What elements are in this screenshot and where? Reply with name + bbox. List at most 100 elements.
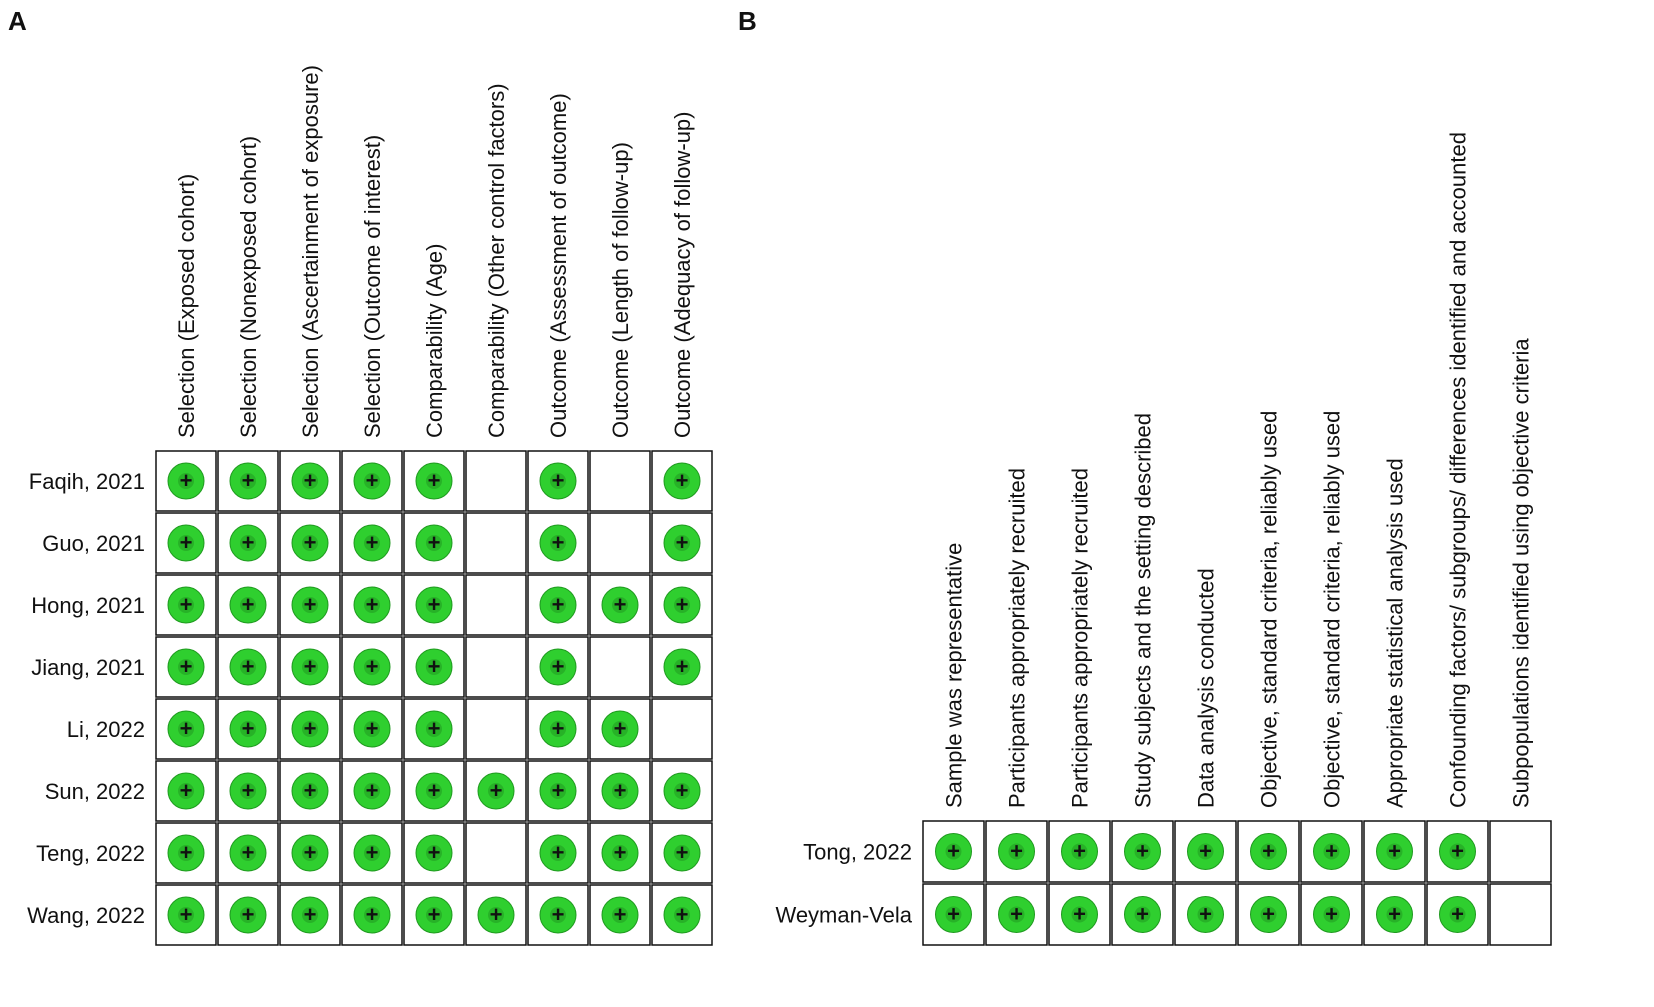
judgement-icon [1187, 833, 1224, 870]
judgement-icon-core [426, 845, 442, 861]
judgement: + [552, 592, 565, 617]
judgement-icon-core [674, 535, 690, 551]
judgement-icon-core [1449, 843, 1466, 860]
judgement-icon [1439, 896, 1476, 933]
judgement-icon-core [240, 659, 256, 675]
judgement: + [947, 838, 960, 863]
judgement: + [180, 902, 193, 927]
judgement-icon [998, 833, 1035, 870]
judgement-icon [291, 896, 329, 934]
judgement-icon [229, 648, 267, 686]
judgement: + [1262, 901, 1275, 926]
judgement: + [552, 468, 565, 493]
judgement-icon-core [178, 659, 194, 675]
judgement: + [304, 778, 317, 803]
judgement: + [552, 902, 565, 927]
judgement-icon-core [240, 907, 256, 923]
judgement-icon [167, 834, 205, 872]
judgement-icon [167, 462, 205, 500]
cell [465, 884, 527, 946]
judgement: + [676, 592, 689, 617]
judgement: + [1199, 901, 1212, 926]
judgement: + [366, 902, 379, 927]
judgement-icon [1061, 896, 1098, 933]
judgement-icon [167, 710, 205, 748]
judgement: + [180, 468, 193, 493]
judgement-icon [1250, 896, 1287, 933]
judgement-icon [353, 834, 391, 872]
judgement: + [552, 716, 565, 741]
judgement-icon [663, 772, 701, 810]
column-header: Sample was representative [942, 543, 967, 808]
judgement-icon-core [178, 535, 194, 551]
judgement: + [304, 530, 317, 555]
column-header: Subpopulations identified using objectiv… [1509, 338, 1534, 808]
judgement-icon [291, 834, 329, 872]
judgement-icon-core [178, 907, 194, 923]
panel-label: A [8, 6, 27, 36]
judgement: + [428, 778, 441, 803]
judgement: + [180, 530, 193, 555]
judgement: + [366, 840, 379, 865]
judgement-icon [415, 586, 453, 624]
judgement-icon-core [302, 659, 318, 675]
column-header: Comparability (Other control factors) [484, 83, 509, 438]
column-header: Comparability (Age) [422, 244, 447, 438]
judgement-icon-core [240, 535, 256, 551]
judgement-icon-core [240, 845, 256, 861]
judgement-icon-core [488, 783, 504, 799]
judgement-icon [415, 462, 453, 500]
judgement-icon-core [1071, 843, 1088, 860]
judgement-icon-core [945, 906, 962, 923]
judgement-icon-core [1449, 906, 1466, 923]
judgement-icon-core [550, 535, 566, 551]
judgement-icon-core [364, 473, 380, 489]
judgement: + [1388, 838, 1401, 863]
judgement: + [1073, 901, 1086, 926]
judgement-icon-core [1134, 906, 1151, 923]
judgement-icon-core [302, 783, 318, 799]
judgement: + [614, 840, 627, 865]
judgement-icon-core [674, 845, 690, 861]
judgement-icon-core [612, 907, 628, 923]
judgement-icon [291, 710, 329, 748]
judgement-icon [539, 896, 577, 934]
judgement: + [1199, 838, 1212, 863]
study-label: Weyman-Vela [775, 903, 912, 928]
judgement-icon [663, 896, 701, 934]
judgement-icon-core [364, 845, 380, 861]
judgement: + [1073, 838, 1086, 863]
cell [465, 450, 527, 512]
judgement-icon [1439, 833, 1476, 870]
judgement-icon [601, 834, 639, 872]
judgement: + [180, 778, 193, 803]
judgement: + [676, 468, 689, 493]
judgement-icon-core [1134, 843, 1151, 860]
judgement-icon-core [674, 783, 690, 799]
judgement-icon [601, 710, 639, 748]
judgement-icon [229, 834, 267, 872]
judgement-icon [935, 833, 972, 870]
judgement: + [676, 902, 689, 927]
judgement: + [428, 468, 441, 493]
judgement-icon-core [674, 597, 690, 613]
judgement-icon [353, 710, 391, 748]
judgement-icon [1250, 833, 1287, 870]
judgement-icon-core [302, 535, 318, 551]
cell [589, 636, 651, 698]
judgement: + [242, 840, 255, 865]
judgement-icon [539, 524, 577, 562]
judgement-icon-core [550, 783, 566, 799]
judgement: + [490, 902, 503, 927]
judgement-icon [229, 586, 267, 624]
judgement: + [304, 840, 317, 865]
judgement: + [676, 778, 689, 803]
judgement: + [242, 592, 255, 617]
judgement-icon [1124, 833, 1161, 870]
judgement-icon-core [426, 783, 442, 799]
column-header: Outcome (Assessment of outcome) [546, 93, 571, 438]
judgement: + [676, 840, 689, 865]
judgement: + [242, 778, 255, 803]
judgement: + [676, 530, 689, 555]
